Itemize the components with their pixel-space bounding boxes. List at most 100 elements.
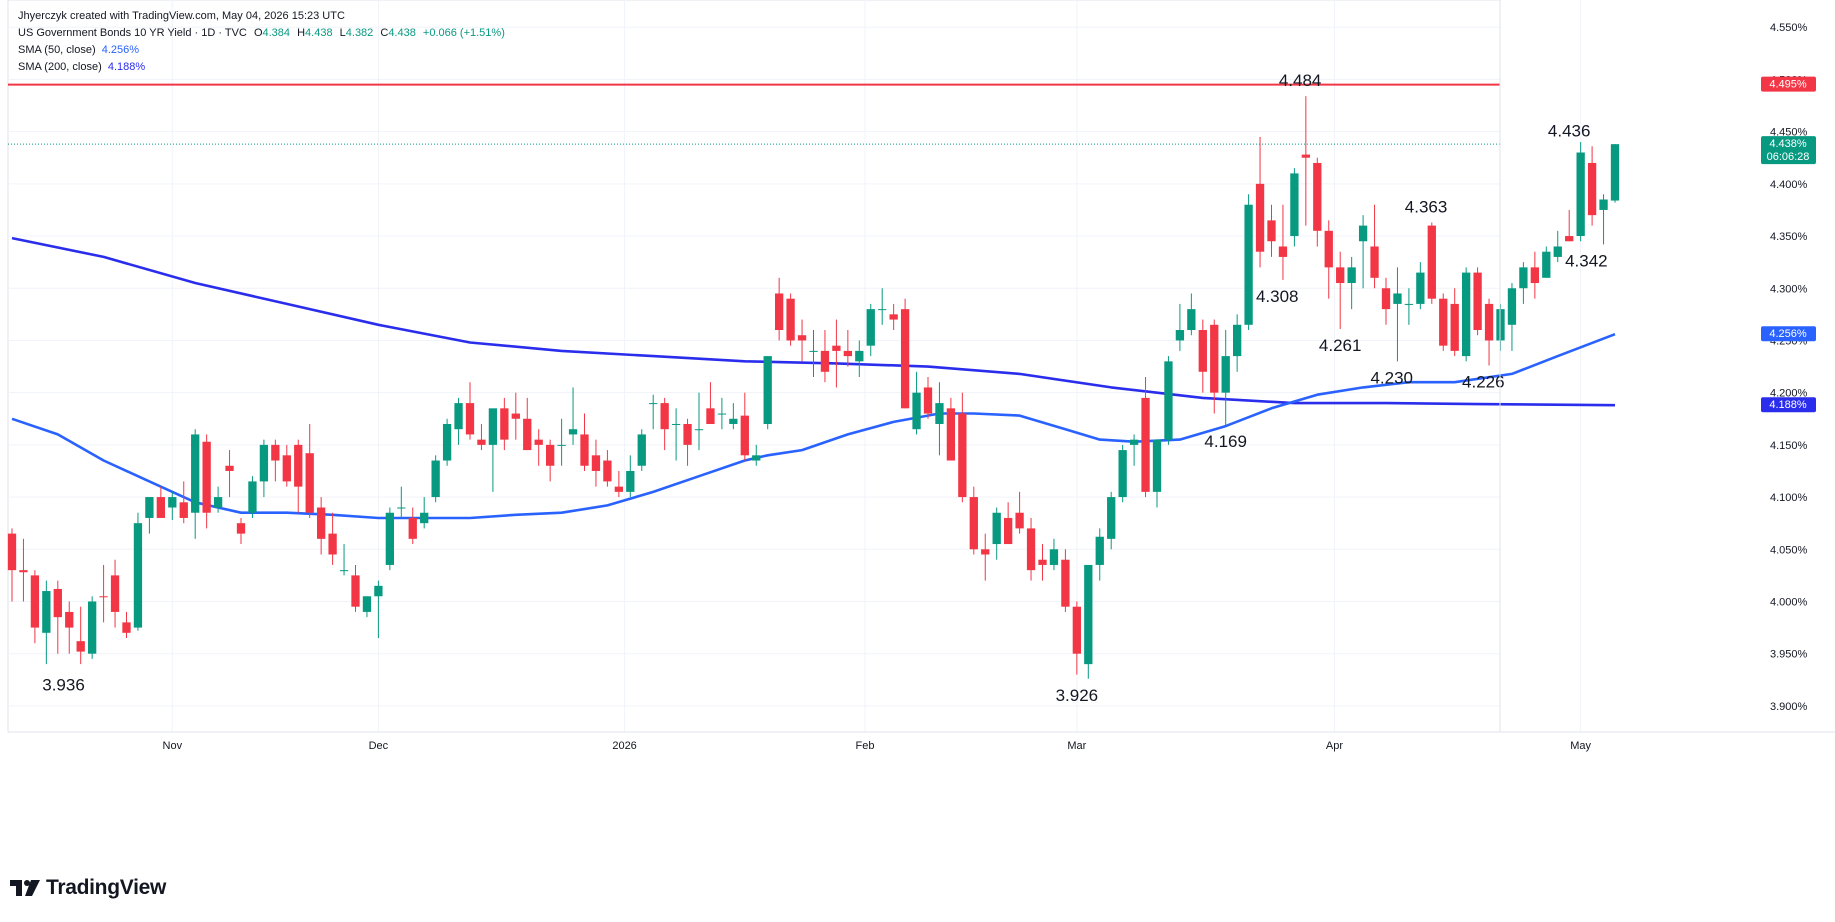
candle [1164, 356, 1173, 445]
ohlc-high: H4.438 [297, 27, 332, 39]
grid-lines [7, 0, 1582, 733]
y-tick-label: 4.350% [1770, 231, 1808, 243]
candle [225, 450, 234, 498]
candle-body [1347, 267, 1356, 284]
candle-body [99, 596, 108, 598]
candle [1416, 262, 1425, 310]
candle-body [855, 350, 864, 362]
candle [133, 512, 143, 631]
candle-body [1381, 288, 1391, 310]
candle [717, 397, 727, 430]
symbol-title[interactable]: US Government Bonds 10 YR Yield · 1D · T… [18, 27, 247, 39]
candle-body [1221, 356, 1230, 393]
candle [1473, 267, 1482, 336]
candle [1049, 538, 1059, 571]
candle [1381, 277, 1391, 325]
candle [912, 371, 921, 435]
candle [122, 611, 131, 639]
candle-body [1587, 162, 1597, 216]
candle [626, 455, 635, 498]
candle [1221, 330, 1230, 426]
candle [259, 439, 269, 498]
candle-body [1324, 230, 1333, 268]
candle [671, 408, 681, 461]
tradingview-brand[interactable]: TradingView [10, 876, 166, 900]
candle-body [488, 408, 498, 445]
candle-body [385, 512, 395, 565]
sma50-value: 4.256% [101, 44, 140, 56]
candle-body [1152, 439, 1162, 492]
candle-body [1129, 439, 1139, 445]
sma200-label: SMA (200, close) [18, 61, 102, 73]
created-by-line: Jhyerczyk created with TradingView.com, … [18, 8, 505, 25]
price-axis[interactable]: 4.550%4.500%4.450%4.400%4.350%4.300%4.25… [1499, 0, 1808, 732]
candle-body [1095, 536, 1104, 565]
candle-body [992, 512, 1001, 545]
candle-body [1336, 267, 1345, 284]
candle-body [156, 497, 166, 518]
candle-body [179, 502, 188, 518]
price-tag: 4.188% [1761, 397, 1816, 413]
candle-body [374, 585, 383, 597]
candle-body [1072, 606, 1082, 654]
candle-body [820, 350, 830, 372]
candle [797, 319, 807, 362]
price-annotation: 3.936 [42, 675, 85, 694]
time-axis[interactable]: Nov Dec 2026 Feb Mar Apr May [8, 731, 1835, 752]
candle [442, 418, 452, 466]
candle [431, 455, 440, 503]
candle-body [420, 512, 429, 524]
candle [19, 538, 28, 602]
symbol-line[interactable]: US Government Bonds 10 YR Yield · 1D · T… [18, 25, 505, 42]
candle [454, 397, 463, 445]
candle-body [1553, 246, 1562, 257]
candle-body [694, 429, 704, 431]
candle [981, 533, 990, 581]
ohlc-low-value: 4.382 [345, 27, 374, 39]
candle-body [1049, 549, 1059, 565]
y-tick-label: 4.150% [1770, 440, 1808, 452]
candle [1530, 251, 1540, 299]
price-scale-labels: 4.495% 4.438%06:06:28 4.256% 4.188% [1761, 76, 1816, 413]
candle [820, 330, 830, 383]
price-tag: 4.256% [1761, 326, 1816, 342]
sma-200-line [11, 236, 1616, 407]
candle-body [87, 601, 97, 654]
sma200-legend[interactable]: SMA (200, close) 4.188% [18, 59, 505, 76]
candle [1313, 157, 1322, 247]
candle-body [1610, 144, 1620, 201]
price-annotation: 4.342 [1565, 251, 1608, 270]
candle [1232, 314, 1242, 372]
candle [1404, 288, 1414, 325]
candle-body [1404, 303, 1414, 305]
candle-body [236, 523, 246, 534]
candle-body [900, 309, 910, 409]
candle-body [500, 408, 509, 440]
candle-body [866, 309, 875, 346]
candle-body [213, 497, 223, 508]
candle-body [305, 453, 314, 513]
candle-body [1141, 397, 1150, 492]
candle [30, 570, 40, 644]
candle-body [752, 455, 761, 461]
candle [1461, 267, 1471, 362]
candle-body [53, 588, 62, 618]
candle-body [1255, 183, 1265, 252]
candle-body [1301, 154, 1311, 158]
candle [248, 476, 257, 518]
candle-body [1507, 288, 1517, 325]
candle [1267, 204, 1276, 257]
candle-body [65, 611, 74, 628]
candle [1519, 262, 1528, 304]
candle-body [878, 309, 887, 311]
candle-body [706, 408, 715, 424]
price-tag-bg [1761, 397, 1816, 413]
candle-body [1450, 303, 1459, 351]
y-tick-label: 4.200% [1770, 388, 1808, 400]
ohlc-open-label: O [253, 27, 263, 39]
x-tick-label: Apr [1326, 740, 1343, 752]
candle [1542, 246, 1551, 278]
candle [271, 439, 280, 482]
sma50-legend[interactable]: SMA (50, close) 4.256% [18, 42, 505, 59]
